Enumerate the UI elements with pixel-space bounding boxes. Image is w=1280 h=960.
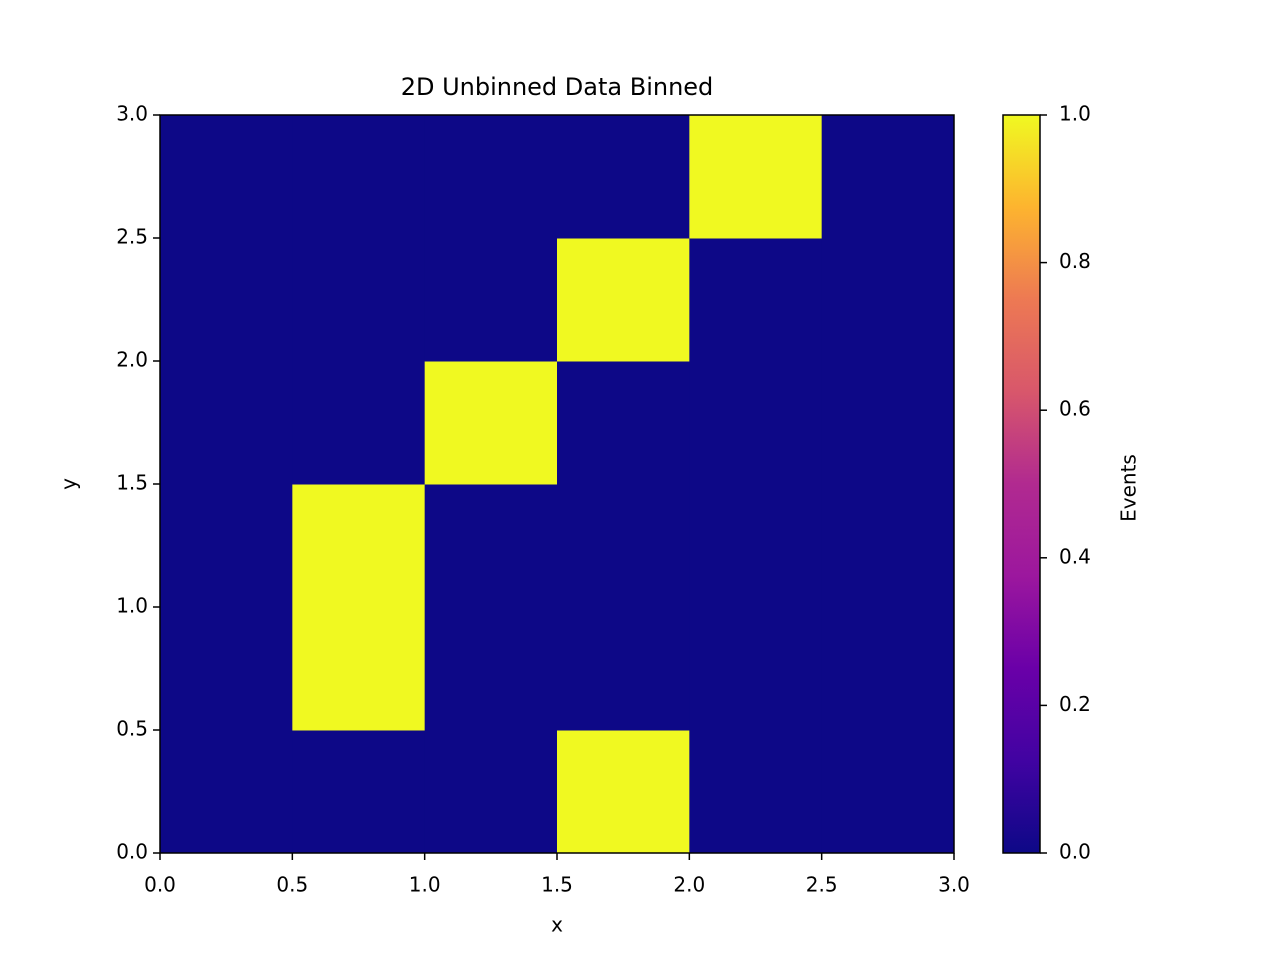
x-tick-label: 0.5 <box>276 873 308 897</box>
x-tick-label: 2.0 <box>673 873 705 897</box>
chart-title: 2D Unbinned Data Binned <box>401 73 714 101</box>
heatmap-cell <box>424 361 558 485</box>
heatmap-cell <box>424 115 558 239</box>
heatmap-cell <box>557 484 690 608</box>
heatmap-cell <box>292 238 426 362</box>
x-tick-label: 1.5 <box>541 873 573 897</box>
colorbar-tick-label: 0.4 <box>1059 544 1091 568</box>
colorbar-tick-label: 0.8 <box>1059 249 1091 273</box>
heatmap-cell <box>689 607 823 731</box>
y-tick-label: 1.0 <box>116 594 148 618</box>
heatmap-cell <box>557 361 690 485</box>
heatmap-cell <box>689 484 823 608</box>
colorbar-tick-label: 1.0 <box>1059 102 1091 126</box>
heatmap-cell <box>160 115 293 239</box>
x-tick-label: 0.0 <box>144 873 176 897</box>
y-tick-label: 2.0 <box>116 348 148 372</box>
heatmap-cell <box>821 361 955 485</box>
y-tick-label: 3.0 <box>116 102 148 126</box>
x-tick-label: 2.5 <box>806 873 838 897</box>
heatmap-cell <box>689 238 823 362</box>
y-tick-label: 1.5 <box>116 471 148 495</box>
heatmap-cell <box>160 484 293 608</box>
heatmap-cell <box>821 730 955 854</box>
heatmap-cell <box>160 730 293 854</box>
heatmap-cell <box>424 607 558 731</box>
heatmap-cell <box>557 115 690 239</box>
heatmap-cell <box>424 484 558 608</box>
heatmap-cell <box>557 238 690 362</box>
colorbar-tick-label: 0.0 <box>1059 840 1091 864</box>
y-tick-label: 0.0 <box>116 840 148 864</box>
heatmap-cell <box>557 607 690 731</box>
heatmap-cell <box>689 115 823 239</box>
colorbar-tick-label: 0.6 <box>1059 397 1091 421</box>
heatmap-cell <box>424 238 558 362</box>
heatmap-cell <box>160 607 293 731</box>
heatmap-cell <box>821 484 955 608</box>
x-tick-label: 1.0 <box>409 873 441 897</box>
heatmap-cell <box>160 361 293 485</box>
heatmap-cell <box>292 484 426 608</box>
heatmap-cell <box>821 115 955 239</box>
heatmap-cell <box>292 115 426 239</box>
heatmap-cell <box>821 607 955 731</box>
heatmap-cell <box>292 607 426 731</box>
colorbar-label: Events <box>1117 454 1141 522</box>
heatmap-cell <box>689 730 823 854</box>
colorbar-tick-label: 0.2 <box>1059 692 1091 716</box>
heatmap-cell <box>292 730 426 854</box>
heatmap-cell <box>557 730 690 854</box>
x-axis-label: x <box>551 913 563 937</box>
colorbar <box>1002 114 1041 854</box>
heatmap-cell <box>424 730 558 854</box>
heatmap-cell <box>292 361 426 485</box>
heatmap-cell <box>160 238 293 362</box>
heatmap-cell <box>821 238 955 362</box>
y-tick-label: 2.5 <box>116 225 148 249</box>
x-tick-label: 3.0 <box>938 873 970 897</box>
y-tick-label: 0.5 <box>116 717 148 741</box>
y-axis-label: y <box>57 478 81 490</box>
heatmap-cell <box>689 361 823 485</box>
